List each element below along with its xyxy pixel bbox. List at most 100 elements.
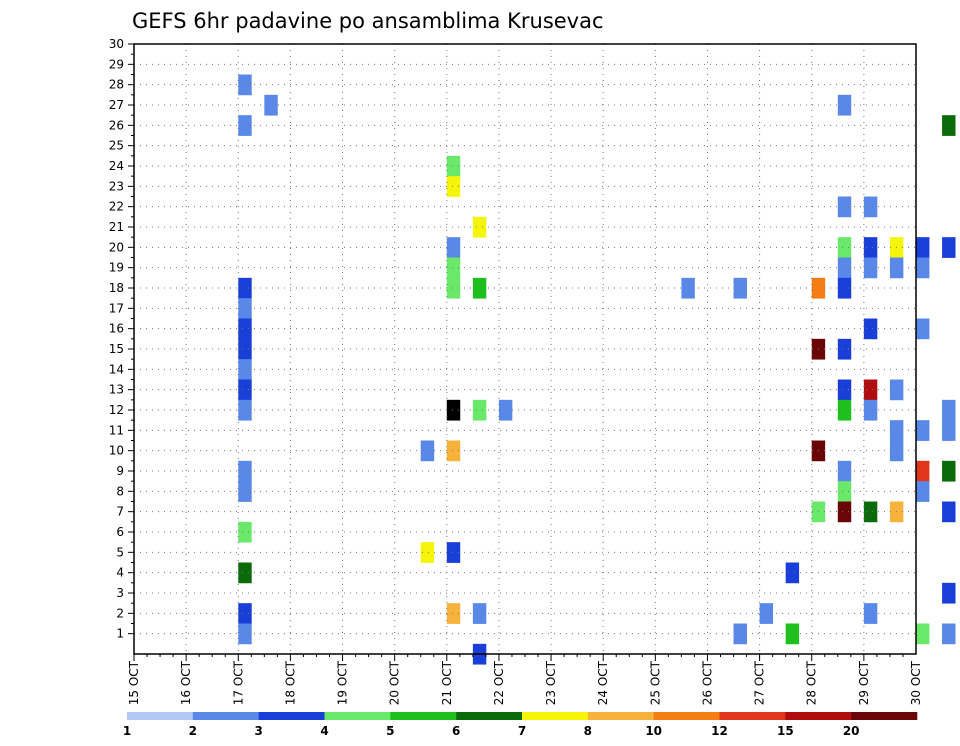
- heatmap-cell: [472, 216, 487, 238]
- heatmap-cell: [472, 399, 487, 421]
- y-tick-label: 23: [109, 179, 124, 193]
- heatmap-cell: [916, 460, 930, 482]
- y-tick-label: 15: [109, 342, 124, 356]
- heatmap-cell: [446, 440, 461, 462]
- axes-layer: 1234567891011121314151617181920212223242…: [109, 37, 923, 705]
- heatmap-cell: [472, 603, 487, 624]
- heatmap-cell: [837, 501, 852, 523]
- heatmap-cell: [863, 318, 878, 340]
- heatmap-cell: [916, 623, 930, 645]
- legend-label: 1: [123, 724, 131, 738]
- y-tick-label: 16: [109, 322, 124, 336]
- cells-layer: [238, 74, 956, 665]
- legend-swatch: [456, 712, 523, 720]
- heatmap-cell: [942, 115, 956, 136]
- legend-swatch: [785, 712, 852, 720]
- heatmap-cell: [238, 603, 252, 624]
- heatmap-cell: [863, 501, 878, 523]
- x-tick-label: 28 OCT: [805, 660, 819, 705]
- grid-layer: [134, 44, 916, 654]
- legend-swatch: [851, 712, 918, 720]
- legend-swatch: [192, 712, 259, 720]
- heatmap-cell: [238, 481, 252, 502]
- x-tick-label: 16 OCT: [179, 660, 193, 705]
- legend-label: 4: [320, 724, 328, 738]
- y-tick-label: 25: [109, 139, 124, 153]
- heatmap-cell: [498, 399, 513, 421]
- x-tick-label: 21 OCT: [440, 660, 454, 705]
- y-tick-label: 9: [116, 464, 124, 478]
- heatmap-cell: [837, 460, 852, 482]
- y-tick-label: 6: [116, 525, 124, 539]
- heatmap-cell: [916, 237, 930, 258]
- heatmap-cell: [942, 399, 956, 421]
- y-tick-label: 20: [109, 240, 124, 254]
- legend-label: 5: [386, 724, 394, 738]
- heatmap-cell: [238, 318, 252, 340]
- heatmap-cell: [863, 603, 878, 624]
- heatmap-cell: [238, 359, 252, 380]
- heatmap-cell: [238, 562, 252, 584]
- heatmap-cell: [916, 481, 930, 502]
- y-tick-label: 27: [109, 98, 124, 112]
- legend-label: 7: [518, 724, 526, 738]
- legend-label: 3: [254, 724, 262, 738]
- y-tick-label: 28: [109, 78, 124, 92]
- y-tick-label: 21: [109, 220, 124, 234]
- heatmap-cell: [238, 74, 252, 96]
- y-tick-label: 14: [109, 362, 124, 376]
- heatmap-cell: [863, 196, 878, 218]
- heatmap-cell: [837, 338, 852, 360]
- x-tick-label: 15 OCT: [127, 660, 141, 705]
- heatmap-cell: [837, 94, 852, 116]
- y-tick-label: 1: [116, 627, 124, 641]
- legend-label: 2: [189, 724, 197, 738]
- heatmap-cell: [863, 237, 878, 258]
- heatmap-cell: [942, 582, 956, 604]
- heatmap-cell: [942, 460, 956, 482]
- x-tick-label: 26 OCT: [700, 660, 714, 705]
- legend-swatch: [719, 712, 786, 720]
- heatmap-cell: [942, 501, 956, 523]
- x-tick-label: 18 OCT: [283, 660, 297, 705]
- heatmap-cell: [916, 318, 930, 340]
- x-tick-label: 17 OCT: [231, 660, 245, 705]
- x-tick-label: 27 OCT: [753, 660, 767, 705]
- legend-swatch: [324, 712, 391, 720]
- y-tick-label: 3: [116, 586, 124, 600]
- heatmap-cell: [785, 623, 800, 645]
- heatmap-cell: [446, 176, 461, 197]
- legend-swatch: [653, 712, 720, 720]
- heatmap-cell: [837, 196, 852, 218]
- heatmap-cell: [863, 257, 878, 279]
- heatmap-cell: [837, 277, 852, 299]
- heatmap-cell: [681, 277, 695, 299]
- legend-swatch: [390, 712, 457, 720]
- legend-label: 15: [777, 724, 794, 738]
- y-tick-label: 4: [116, 566, 124, 580]
- heatmap-cell: [238, 338, 252, 360]
- heatmap-cell: [446, 257, 461, 279]
- y-tick-label: 7: [116, 505, 124, 519]
- y-tick-label: 19: [109, 261, 124, 275]
- heatmap-cell: [837, 257, 852, 279]
- x-tick-label: 22 OCT: [492, 660, 506, 705]
- y-tick-label: 29: [109, 57, 124, 71]
- y-tick-label: 5: [116, 545, 124, 559]
- heatmap-cell: [863, 399, 878, 421]
- y-tick-label: 8: [116, 484, 124, 498]
- y-tick-label: 24: [109, 159, 124, 173]
- heatmap-cell: [446, 155, 461, 177]
- x-tick-label: 30 OCT: [909, 660, 923, 705]
- heatmap-cell: [942, 623, 956, 645]
- heatmap-cell: [837, 399, 852, 421]
- legend-label: 6: [452, 724, 460, 738]
- heatmap-cell: [238, 521, 252, 543]
- heatmap-cell: [942, 237, 956, 258]
- x-tick-label: 23 OCT: [544, 660, 558, 705]
- legend-label: 12: [711, 724, 728, 738]
- x-tick-label: 25 OCT: [648, 660, 662, 705]
- heatmap-cell: [238, 379, 252, 401]
- heatmap-cell: [446, 542, 461, 563]
